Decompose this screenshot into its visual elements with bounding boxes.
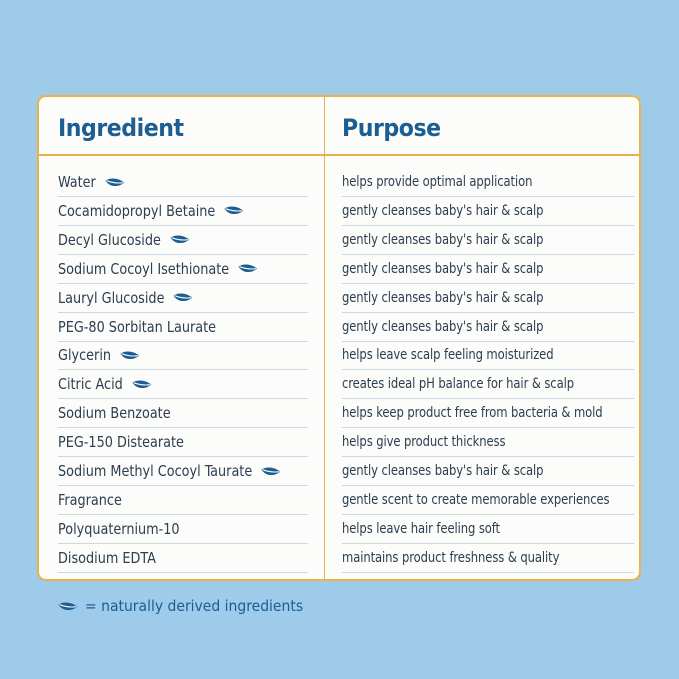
table-row: Sodium Methyl Cocoyl Taurate gently clean… <box>39 457 639 486</box>
ingredient-cell: Decyl Glucoside <box>58 226 308 255</box>
purpose-text: helps leave scalp feeling moisturized <box>342 347 554 364</box>
ingredient-cell: Sodium Benzoate <box>58 399 308 429</box>
leaf-icon <box>237 263 259 274</box>
ingredient-cell: PEG-150 Distearate <box>58 428 308 458</box>
ingredient-name: Sodium Benzoate <box>58 404 171 423</box>
legend: = naturally derived ingredients <box>57 597 303 615</box>
ingredient-name: Disodium EDTA <box>58 548 156 567</box>
leaf-icon <box>169 234 191 245</box>
ingredient-name: Fragrance <box>58 490 122 509</box>
leaf-icon <box>104 177 126 188</box>
column-divider <box>324 97 325 579</box>
table-row: Polyquaternium-10 helps leave hair feelin… <box>39 515 639 544</box>
table-row: Sodium Cocoyl Isethionate gently cleanses… <box>39 255 639 284</box>
purpose-cell: gentle scent to create memorable experie… <box>342 486 634 515</box>
table-row: Glycerin helps leave scalp feeling moistu… <box>39 341 639 371</box>
ingredients-table: Ingredient Purpose Water helps provide op… <box>37 95 641 581</box>
ingredient-cell: Cocamidopropyl Betaine <box>58 197 308 226</box>
ingredient-cell: Lauryl Glucoside <box>58 284 308 313</box>
leaf-icon <box>57 601 79 612</box>
ingredient-cell: Water <box>58 168 308 197</box>
leaf-icon <box>119 350 141 361</box>
ingredient-column-header: Ingredient <box>58 114 184 142</box>
ingredient-cell: Polyquaternium-10 <box>58 515 308 544</box>
leaf-icon <box>172 292 194 303</box>
leaf-icon <box>223 205 245 216</box>
table-row: Decyl Glucoside gently cleanses baby's ha… <box>39 226 639 255</box>
purpose-text: gently cleanses baby's hair & scalp <box>342 463 544 479</box>
purpose-text: gently cleanses baby's hair & scalp <box>342 318 544 335</box>
purpose-text: gently cleanses baby's hair & scalp <box>342 202 544 219</box>
purpose-cell: gently cleanses baby's hair & scalp <box>342 255 634 284</box>
purpose-text: creates ideal pH balance for hair & scal… <box>342 376 574 393</box>
purpose-text: helps provide optimal application <box>342 174 533 190</box>
leaf-icon <box>131 379 153 390</box>
purpose-cell: helps leave hair feeling soft <box>342 515 634 544</box>
purpose-text: maintains product freshness & quality <box>342 549 560 566</box>
table-row: Fragrance gentle scent to create memorabl… <box>39 486 639 515</box>
purpose-cell: maintains product freshness & quality <box>342 544 634 573</box>
purpose-cell: gently cleanses baby's hair & scalp <box>342 457 634 486</box>
purpose-column-header: Purpose <box>342 114 441 142</box>
purpose-text: helps keep product free from bacteria & … <box>342 405 603 422</box>
legend-text: = naturally derived ingredients <box>85 597 304 615</box>
ingredient-cell: Citric Acid <box>58 370 308 400</box>
table-row: PEG-80 Sorbitan Laurate gently cleanses b… <box>39 313 639 342</box>
ingredient-name: Cocamidopropyl Betaine <box>58 201 216 220</box>
table-row: Cocamidopropyl Betaine gently cleanses ba… <box>39 197 639 226</box>
purpose-text: helps give product thickness <box>342 434 506 451</box>
table-row: Sodium Benzoate helps keep product free f… <box>39 399 639 429</box>
purpose-cell: creates ideal pH balance for hair & scal… <box>342 370 634 400</box>
header-rule <box>39 154 639 156</box>
purpose-cell: gently cleanses baby's hair & scalp <box>342 226 634 255</box>
ingredient-name: PEG-80 Sorbitan Laurate <box>58 317 217 336</box>
table-row: Disodium EDTA maintains product freshness… <box>39 544 639 573</box>
purpose-cell: helps provide optimal application <box>342 168 634 197</box>
ingredient-cell: Disodium EDTA <box>58 544 308 573</box>
ingredient-name: Glycerin <box>58 346 112 365</box>
purpose-text: gently cleanses baby's hair & scalp <box>342 260 544 277</box>
ingredient-name: Sodium Cocoyl Isethionate <box>58 259 230 278</box>
purpose-cell: gently cleanses baby's hair & scalp <box>342 197 634 226</box>
table-row: PEG-150 Distearate helps give product thi… <box>39 428 639 458</box>
purpose-cell: helps keep product free from bacteria & … <box>342 399 634 429</box>
purpose-text: helps leave hair feeling soft <box>342 520 501 537</box>
ingredient-cell: Sodium Methyl Cocoyl Taurate <box>58 457 308 486</box>
ingredient-name: Polyquaternium-10 <box>58 519 180 538</box>
purpose-cell: helps give product thickness <box>342 428 634 458</box>
ingredient-name: Water <box>58 173 96 191</box>
ingredient-name: Lauryl Glucoside <box>58 288 165 307</box>
purpose-text: gently cleanses baby's hair & scalp <box>342 231 544 248</box>
table-row: Citric Acid creates ideal pH balance for … <box>39 370 639 400</box>
purpose-cell: gently cleanses baby's hair & scalp <box>342 313 634 342</box>
ingredient-name: PEG-150 Distearate <box>58 433 184 452</box>
purpose-text: gently cleanses baby's hair & scalp <box>342 289 544 306</box>
table-row: Water helps provide optimal application <box>39 168 639 197</box>
ingredient-cell: PEG-80 Sorbitan Laurate <box>58 313 308 342</box>
ingredient-cell: Glycerin <box>58 341 308 371</box>
purpose-text: gentle scent to create memorable experie… <box>342 491 610 508</box>
ingredient-name: Sodium Methyl Cocoyl Taurate <box>58 462 253 480</box>
table-row: Lauryl Glucoside gently cleanses baby's h… <box>39 284 639 313</box>
ingredient-name: Citric Acid <box>58 375 123 394</box>
ingredient-name: Decyl Glucoside <box>58 230 161 249</box>
purpose-cell: gently cleanses baby's hair & scalp <box>342 284 634 313</box>
purpose-cell: helps leave scalp feeling moisturized <box>342 341 634 371</box>
leaf-icon <box>260 466 282 477</box>
ingredient-cell: Sodium Cocoyl Isethionate <box>58 255 308 284</box>
ingredient-cell: Fragrance <box>58 486 308 515</box>
